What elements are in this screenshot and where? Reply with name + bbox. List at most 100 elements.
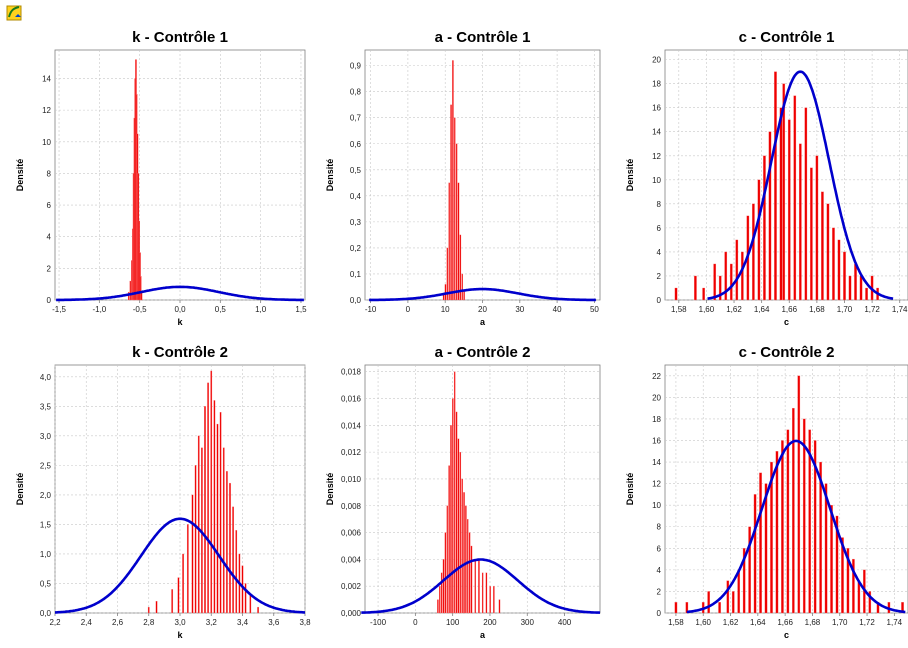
y-tick-label: 4 <box>47 233 52 242</box>
x-axis-label: c <box>784 317 789 327</box>
histogram-bar <box>204 406 206 614</box>
y-tick-label: 14 <box>42 74 51 83</box>
histogram-bar <box>810 167 813 301</box>
y-tick-label: 6 <box>47 201 52 210</box>
normal-fit-curve <box>707 70 894 300</box>
histogram-bar <box>463 492 465 614</box>
x-tick-label: 1,66 <box>777 618 793 627</box>
y-tick-label: 2,5 <box>40 461 52 470</box>
histogram-bar <box>901 602 904 614</box>
histogram-bar <box>442 559 445 614</box>
histogram-bar <box>824 483 828 614</box>
x-tick-label: 1,68 <box>809 305 825 314</box>
histogram-bar <box>197 435 200 614</box>
histogram-bar <box>793 95 797 301</box>
x-tick-label: 1,0 <box>255 305 267 314</box>
chart-panel: 0 2 4 6 8 10 12 14 16 18 20 22 1,58 1,60 1,62 1,64 1,66 1… <box>625 344 908 640</box>
y-axis-label: Densité <box>15 473 25 506</box>
chart-panel: 0,0 0,1 0,2 0,3 0,4 0,5 0,6 0,7 0,8 0,9 -10 0 10 20 30… <box>325 29 601 327</box>
y-tick-label: 16 <box>652 104 661 113</box>
y-tick-label: 14 <box>652 458 661 467</box>
histogram-bar <box>781 440 784 614</box>
histogram-bar <box>702 287 705 301</box>
histogram-bar <box>453 371 456 614</box>
y-tick-label: 2 <box>47 264 52 273</box>
x-tick-label: 40 <box>553 305 562 314</box>
histogram-bar <box>774 71 777 301</box>
histogram-bar <box>457 438 460 614</box>
y-tick-label: 0,0 <box>40 609 52 618</box>
histogram-bar <box>821 191 824 301</box>
histogram-bar <box>222 447 225 614</box>
histogram-bar <box>455 411 458 614</box>
x-tick-label: 1,64 <box>754 305 770 314</box>
x-tick-label: 50 <box>590 305 599 314</box>
histogram-bar <box>865 287 868 301</box>
x-tick-label: 1,72 <box>859 618 875 627</box>
histogram-bar <box>448 465 450 614</box>
histogram-bar <box>452 398 454 614</box>
histogram-bar <box>848 275 852 301</box>
plot-area <box>664 49 908 301</box>
y-axis-label: Densité <box>15 159 25 192</box>
plot-area <box>664 364 908 614</box>
x-tick-label: -1,5 <box>52 305 66 314</box>
histogram-bar <box>674 287 678 301</box>
histogram-bar <box>444 532 447 614</box>
histogram-bar <box>444 284 447 301</box>
histogram-bar <box>467 519 469 614</box>
x-tick-label: 3,6 <box>268 618 280 627</box>
histogram-bar <box>718 602 721 614</box>
histogram-bar <box>843 251 846 301</box>
y-tick-label: 8 <box>47 169 52 178</box>
x-tick-label: 3,8 <box>299 618 311 627</box>
histogram-bar <box>752 203 755 301</box>
y-tick-label: 0,7 <box>350 114 362 123</box>
histogram-bar <box>147 606 150 614</box>
x-tick-label: 3,4 <box>237 618 249 627</box>
normal-fit-curve <box>369 287 596 302</box>
histogram-bar <box>804 107 808 301</box>
histogram-bar <box>474 559 476 614</box>
y-tick-label: 0,012 <box>341 448 362 457</box>
y-axis-label: Densité <box>625 159 635 192</box>
histogram-bar <box>674 602 678 614</box>
x-tick-label: 1,60 <box>695 618 711 627</box>
y-axis-label: Densité <box>325 159 335 192</box>
x-tick-label: 100 <box>446 618 460 627</box>
histogram-bar <box>439 586 441 614</box>
histogram-bar <box>819 461 822 614</box>
histogram-bar <box>226 471 228 614</box>
y-tick-label: 0,8 <box>350 88 362 97</box>
histogram-bar <box>140 276 142 301</box>
y-tick-label: 6 <box>657 544 662 553</box>
histogram-bar <box>835 515 839 614</box>
y-tick-label: 0,010 <box>341 475 362 484</box>
chart-panel: 0,0 0,5 1,0 1,5 2,0 2,5 3,0 3,5 4,0 2,2 2,4 2,6 2,8 3… <box>15 344 311 640</box>
histogram-bar <box>465 505 467 614</box>
x-tick-label: -0,5 <box>133 305 147 314</box>
histogram-bar <box>232 506 234 614</box>
x-tick-label: 1,70 <box>832 618 848 627</box>
y-tick-label: 4 <box>657 248 662 257</box>
histogram-bar <box>182 553 184 614</box>
histogram-bar <box>257 606 259 614</box>
histogram-bar <box>452 60 454 301</box>
histogram-bar <box>868 591 872 614</box>
histogram-bar <box>213 400 216 614</box>
chart-panel: 0,000 0,002 0,004 0,006 0,008 0,010 0,012 0,014… <box>325 344 601 640</box>
x-tick-label: 200 <box>483 618 497 627</box>
histogram-bar <box>841 537 844 614</box>
histogram-bar <box>854 263 857 301</box>
histogram-bar <box>437 599 439 614</box>
histogram-bar <box>450 104 452 301</box>
histogram-bar <box>485 572 488 614</box>
x-tick-label: 20 <box>478 305 487 314</box>
y-axis-label: Densité <box>325 473 335 506</box>
histogram-bar <box>468 532 471 614</box>
y-tick-label: 0,1 <box>350 270 362 279</box>
histogram-bar <box>786 429 790 614</box>
histogram-bar <box>846 548 850 614</box>
histogram-bar <box>726 580 730 614</box>
